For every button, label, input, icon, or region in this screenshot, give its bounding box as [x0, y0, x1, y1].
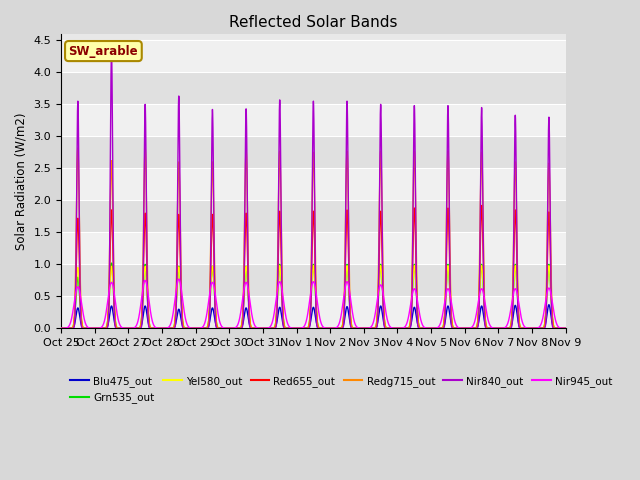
- Line: Yel580_out: Yel580_out: [61, 265, 566, 328]
- Nir840_out: [228, 325, 236, 331]
- Bar: [61, 104, 566, 136]
- Bar: [61, 168, 566, 200]
- Yel580_out: [426, 325, 434, 331]
- Redg715_out: [562, 325, 570, 331]
- Redg715_out: [534, 325, 542, 331]
- Nir840_out: [534, 325, 542, 331]
- Redg715_out: [57, 325, 65, 331]
- Redg715_out: [426, 325, 434, 331]
- Bar: [61, 200, 566, 232]
- Blu475_out: [562, 325, 570, 331]
- Yel580_out: [440, 318, 448, 324]
- Yel580_out: [296, 325, 304, 331]
- Nir945_out: [562, 325, 570, 331]
- Yel580_out: [534, 325, 542, 331]
- Blu475_out: [426, 325, 434, 331]
- Red655_out: [228, 325, 236, 331]
- Redg715_out: [541, 323, 548, 329]
- Nir840_out: [296, 325, 304, 331]
- Y-axis label: Solar Radiation (W/m2): Solar Radiation (W/m2): [15, 112, 28, 250]
- Line: Redg715_out: Redg715_out: [61, 148, 566, 328]
- Grn535_out: [562, 325, 570, 331]
- Bar: [61, 232, 566, 264]
- Legend: Blu475_out, Grn535_out, Yel580_out, Red655_out, Redg715_out, Nir840_out, Nir945_: Blu475_out, Grn535_out, Yel580_out, Red6…: [66, 372, 616, 407]
- Grn535_out: [57, 325, 65, 331]
- Yel580_out: [228, 325, 236, 331]
- Nir840_out: [562, 325, 570, 331]
- Nir840_out: [426, 325, 434, 331]
- Bar: [61, 72, 566, 104]
- Red655_out: [440, 321, 448, 326]
- Title: Reflected Solar Bands: Reflected Solar Bands: [229, 15, 397, 30]
- Nir840_out: [440, 324, 448, 330]
- Grn535_out: [426, 325, 434, 331]
- Grn535_out: [534, 325, 542, 331]
- Nir945_out: [296, 325, 304, 331]
- Blu475_out: [57, 325, 65, 331]
- Bar: [61, 264, 566, 296]
- Red655_out: [534, 325, 542, 331]
- Redg715_out: [74, 145, 82, 151]
- Red655_out: [57, 325, 65, 331]
- Nir945_out: [228, 325, 236, 331]
- Bar: [61, 40, 566, 72]
- Blu475_out: [228, 325, 236, 331]
- Red655_out: [296, 325, 304, 331]
- Nir945_out: [534, 325, 542, 331]
- Nir945_out: [541, 306, 548, 312]
- Bar: [61, 296, 566, 328]
- Nir945_out: [175, 276, 182, 282]
- Line: Blu475_out: Blu475_out: [61, 305, 566, 328]
- Nir945_out: [426, 325, 434, 331]
- Grn535_out: [228, 325, 236, 331]
- Grn535_out: [108, 260, 115, 266]
- Grn535_out: [541, 322, 548, 327]
- Line: Grn535_out: Grn535_out: [61, 263, 566, 328]
- Line: Nir945_out: Nir945_out: [61, 279, 566, 328]
- Yel580_out: [276, 263, 284, 268]
- Line: Red655_out: Red655_out: [61, 205, 566, 328]
- Red655_out: [426, 325, 434, 331]
- Red655_out: [541, 324, 548, 330]
- Line: Nir840_out: Nir840_out: [61, 51, 566, 328]
- Blu475_out: [545, 302, 553, 308]
- Blu475_out: [541, 324, 548, 330]
- Grn535_out: [440, 318, 448, 324]
- Blu475_out: [534, 325, 542, 331]
- Red655_out: [478, 203, 486, 208]
- Grn535_out: [296, 325, 304, 331]
- Yel580_out: [57, 325, 65, 331]
- Redg715_out: [228, 325, 236, 331]
- Yel580_out: [541, 322, 548, 328]
- Nir840_out: [57, 325, 65, 331]
- Redg715_out: [296, 325, 304, 331]
- Yel580_out: [562, 325, 570, 331]
- Nir840_out: [108, 48, 115, 54]
- Blu475_out: [296, 325, 304, 331]
- Bar: [61, 136, 566, 168]
- Red655_out: [562, 325, 570, 331]
- Nir945_out: [57, 325, 65, 331]
- Text: SW_arable: SW_arable: [68, 45, 138, 58]
- Nir840_out: [541, 325, 548, 331]
- Blu475_out: [440, 323, 448, 329]
- Nir945_out: [440, 302, 448, 308]
- Redg715_out: [440, 318, 448, 324]
